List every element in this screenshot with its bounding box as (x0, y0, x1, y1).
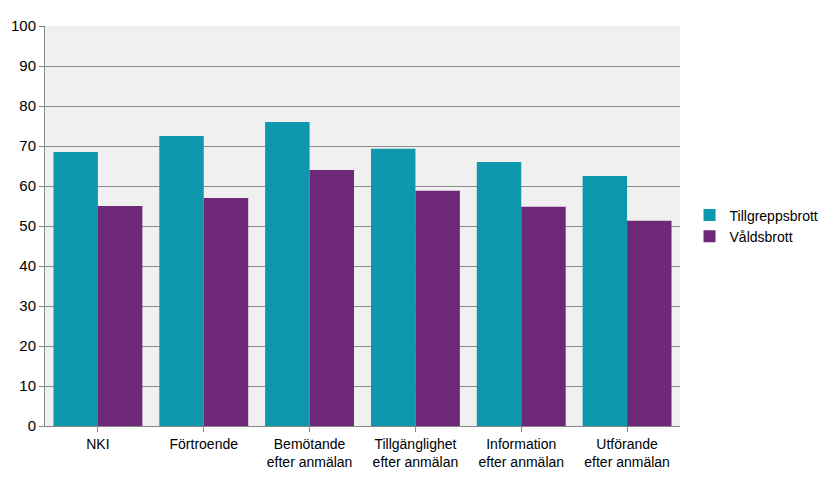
svg-text:Förtroende: Förtroende (170, 436, 239, 452)
svg-text:NKI: NKI (86, 436, 109, 452)
svg-text:70: 70 (19, 137, 36, 154)
svg-text:10: 10 (19, 377, 36, 394)
svg-text:60: 60 (19, 177, 36, 194)
svg-text:Tillgänglighetefter anmälan: Tillgänglighetefter anmälan (373, 436, 459, 470)
svg-text:0: 0 (28, 417, 36, 434)
svg-text:Informationefter anmälan: Informationefter anmälan (478, 436, 564, 470)
svg-text:Våldsbrott: Våldsbrott (730, 229, 793, 245)
svg-text:90: 90 (19, 57, 36, 74)
svg-text:30: 30 (19, 297, 36, 314)
svg-text:40: 40 (19, 257, 36, 274)
svg-text:20: 20 (19, 337, 36, 354)
svg-text:Utförandeefter anmälan: Utförandeefter anmälan (584, 436, 670, 470)
svg-text:80: 80 (19, 97, 36, 114)
svg-text:100: 100 (11, 17, 36, 34)
svg-text:Tillgreppsbrott: Tillgreppsbrott (730, 208, 818, 224)
svg-text:Bemötandeefter anmälan: Bemötandeefter anmälan (267, 436, 353, 470)
svg-text:50: 50 (19, 217, 36, 234)
